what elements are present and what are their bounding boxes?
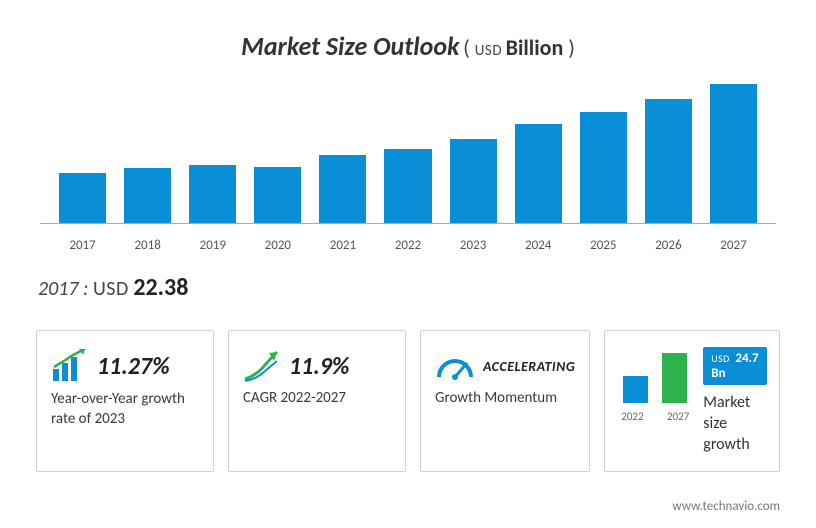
- mini-bar-chart: 2022 2027: [617, 347, 693, 425]
- growth-badge: USD 24.7 Bn: [703, 347, 767, 385]
- footer-source: www.technavio.com: [672, 499, 780, 514]
- yoy-card: 11.27% Year-over-Year growth rate of 202…: [36, 330, 214, 472]
- x-label: 2018: [124, 238, 171, 253]
- cagr-label: CAGR 2022-2027: [243, 389, 391, 407]
- callout-year: 2017: [38, 277, 79, 301]
- x-label: 2019: [189, 238, 236, 253]
- bar: [124, 168, 171, 223]
- stat-cards-row: 11.27% Year-over-Year growth rate of 202…: [36, 330, 780, 472]
- badge-currency: USD: [711, 352, 729, 365]
- value-callout: 2017 : USD 22.38: [38, 273, 780, 302]
- chart-title-row: Market Size Outlook ( USD Billion ): [36, 30, 780, 62]
- chart-title: Market Size Outlook: [241, 30, 459, 62]
- x-label: 2021: [319, 238, 366, 253]
- bar: [384, 149, 431, 224]
- paren-close: ): [563, 34, 575, 61]
- x-label: 2026: [645, 238, 692, 253]
- cagr-value: 11.9%: [289, 352, 349, 381]
- yoy-label: Year-over-Year growth rate of 2023: [51, 389, 199, 430]
- bar: [59, 173, 106, 223]
- growth-label: Market size growth: [703, 393, 767, 455]
- x-label: 2024: [515, 238, 562, 253]
- bar: [645, 99, 692, 223]
- mini-bar: [662, 353, 687, 403]
- paren-open: (: [463, 34, 475, 61]
- mini-label-right: 2027: [667, 410, 689, 423]
- title-unit: Billion: [506, 34, 564, 61]
- growth-arrow-icon: [243, 349, 283, 383]
- bar: [319, 155, 366, 223]
- bar: [580, 112, 627, 223]
- x-label: 2022: [384, 238, 431, 253]
- momentum-label: Growth Momentum: [435, 389, 575, 407]
- bar: [450, 139, 497, 223]
- callout-currency: USD: [93, 277, 129, 301]
- yoy-value: 11.27%: [97, 352, 170, 381]
- x-label: 2017: [59, 238, 106, 253]
- momentum-card: ACCELERATING Growth Momentum: [420, 330, 590, 472]
- bar: [189, 165, 236, 223]
- momentum-status: ACCELERATING: [483, 358, 575, 375]
- mini-bar: [623, 376, 648, 403]
- bar: [515, 124, 562, 223]
- cagr-card: 11.9% CAGR 2022-2027: [228, 330, 406, 472]
- x-label: 2020: [254, 238, 301, 253]
- bar-trend-icon: [51, 349, 91, 383]
- x-label: 2025: [580, 238, 627, 253]
- gauge-icon: [435, 349, 475, 383]
- callout-value: 22.38: [133, 273, 188, 302]
- x-axis-labels: 2017 2018 2019 2020 2021 2022 2023 2024 2025 2026…: [40, 230, 776, 253]
- bar: [710, 84, 757, 223]
- growth-card: 2022 2027 USD 24.7 Bn Market size growth: [604, 330, 780, 472]
- x-label: 2023: [450, 238, 497, 253]
- main-bar-chart: [40, 74, 776, 224]
- mini-label-left: 2022: [621, 410, 643, 423]
- title-currency: USD: [475, 42, 502, 60]
- x-label: 2027: [710, 238, 757, 253]
- bar: [254, 167, 301, 223]
